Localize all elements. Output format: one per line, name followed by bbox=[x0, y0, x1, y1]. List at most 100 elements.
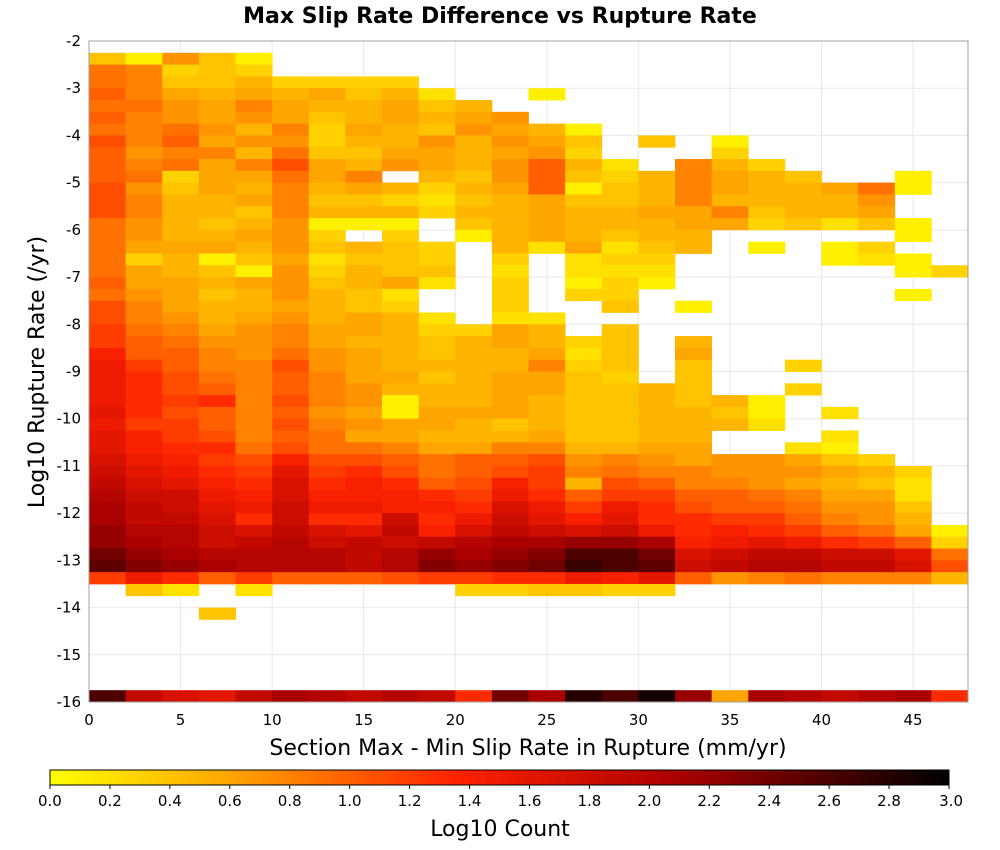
heatmap-cell bbox=[821, 218, 859, 231]
heatmap-cell bbox=[235, 583, 273, 597]
heatmap-cell bbox=[491, 548, 529, 561]
colorbar-tick-label: 0.4 bbox=[158, 792, 182, 810]
heatmap-cell bbox=[345, 88, 383, 101]
heatmap-cell bbox=[272, 76, 310, 89]
heatmap-cell bbox=[491, 690, 529, 703]
colorbar-tick-label: 0.0 bbox=[38, 792, 62, 810]
heatmap-cell bbox=[162, 88, 200, 101]
heatmap-cell bbox=[784, 359, 822, 372]
heatmap-cell bbox=[638, 465, 676, 479]
heatmap-cell bbox=[638, 477, 676, 490]
heatmap-cell bbox=[125, 536, 163, 549]
heatmap-cell bbox=[858, 454, 896, 467]
heatmap-cell bbox=[345, 406, 383, 420]
heatmap-cell bbox=[748, 501, 786, 514]
heatmap-cell bbox=[821, 560, 859, 573]
colorbar-tick-label: 0.6 bbox=[218, 792, 242, 810]
heatmap-cell bbox=[382, 548, 420, 561]
heatmap-cell bbox=[455, 170, 493, 184]
heatmap-cell bbox=[198, 371, 236, 384]
heatmap-cell bbox=[272, 277, 310, 290]
heatmap-cell bbox=[162, 111, 200, 125]
heatmap-cell bbox=[931, 524, 969, 538]
heatmap-cell bbox=[491, 489, 529, 502]
heatmap-cell bbox=[125, 454, 163, 467]
heatmap-cell bbox=[235, 135, 273, 148]
heatmap-cell bbox=[455, 690, 493, 703]
heatmap-cell bbox=[491, 383, 529, 396]
heatmap-cell bbox=[235, 241, 273, 254]
heatmap-cell bbox=[272, 406, 310, 420]
heatmap-cell bbox=[162, 229, 200, 243]
heatmap-cell bbox=[455, 206, 493, 219]
heatmap-cell bbox=[345, 560, 383, 573]
heatmap-cell bbox=[894, 465, 932, 479]
heatmap-cell bbox=[711, 182, 749, 195]
heatmap-cell bbox=[711, 135, 749, 148]
heatmap-cell bbox=[89, 147, 127, 160]
heatmap-cell bbox=[89, 253, 127, 266]
heatmap-cell bbox=[491, 359, 529, 372]
heatmap-cell bbox=[345, 359, 383, 372]
heatmap-cell bbox=[382, 536, 420, 549]
heatmap-cell bbox=[162, 336, 200, 349]
heatmap-cell bbox=[601, 560, 639, 573]
heatmap-cell bbox=[748, 513, 786, 526]
heatmap-cell bbox=[162, 288, 200, 302]
heatmap-cell bbox=[418, 170, 456, 184]
heatmap-cell bbox=[528, 159, 566, 172]
heatmap-cell bbox=[711, 690, 749, 703]
heatmap-cell bbox=[345, 194, 383, 207]
heatmap-cell bbox=[89, 383, 127, 396]
heatmap-cell bbox=[638, 430, 676, 443]
heatmap-cell bbox=[894, 489, 932, 502]
heatmap-cell bbox=[89, 170, 127, 184]
heatmap-cell bbox=[198, 442, 236, 455]
heatmap-cell bbox=[821, 182, 859, 195]
heatmap-cell bbox=[491, 395, 529, 408]
heatmap-cell bbox=[601, 548, 639, 561]
heatmap-cell bbox=[784, 690, 822, 703]
y-tick-label: -16 bbox=[57, 693, 82, 711]
heatmap-cell bbox=[198, 300, 236, 313]
heatmap-cell bbox=[125, 418, 163, 431]
heatmap-cell bbox=[601, 324, 639, 337]
heatmap-cell bbox=[235, 395, 273, 408]
heatmap-cell bbox=[601, 690, 639, 703]
heatmap-cell bbox=[89, 159, 127, 172]
heatmap-cell bbox=[89, 336, 127, 349]
heatmap-cell bbox=[565, 583, 603, 597]
heatmap-cell bbox=[528, 312, 566, 325]
heatmap-cell bbox=[382, 513, 420, 526]
heatmap-cell bbox=[272, 572, 310, 585]
heatmap-cell bbox=[931, 690, 969, 703]
heatmap-cell bbox=[125, 513, 163, 526]
heatmap-cell bbox=[382, 88, 420, 101]
heatmap-cell bbox=[308, 241, 346, 254]
heatmap-cell bbox=[711, 206, 749, 219]
heatmap-cell bbox=[308, 111, 346, 125]
heatmap-cell bbox=[894, 229, 932, 243]
heatmap-cell bbox=[382, 218, 420, 231]
heatmap-cell bbox=[162, 371, 200, 384]
heatmap-cell bbox=[308, 336, 346, 349]
heatmap-cell bbox=[601, 359, 639, 372]
heatmap-cell bbox=[455, 524, 493, 538]
heatmap-cell bbox=[308, 170, 346, 184]
heatmap-cell bbox=[601, 583, 639, 597]
heatmap-cell bbox=[235, 690, 273, 703]
heatmap-cell bbox=[125, 253, 163, 266]
heatmap-cell bbox=[455, 395, 493, 408]
heatmap-cell bbox=[125, 206, 163, 219]
heatmap-cell bbox=[528, 241, 566, 254]
heatmap-cell bbox=[308, 100, 346, 113]
heatmap-cell bbox=[382, 395, 420, 408]
heatmap-cell bbox=[272, 182, 310, 195]
heatmap-cell bbox=[162, 241, 200, 254]
heatmap-cell bbox=[455, 465, 493, 479]
heatmap-cell bbox=[455, 111, 493, 125]
x-tick-label: 25 bbox=[537, 711, 556, 729]
heatmap-cell bbox=[198, 383, 236, 396]
heatmap-cell bbox=[198, 560, 236, 573]
heatmap-cell bbox=[748, 489, 786, 502]
